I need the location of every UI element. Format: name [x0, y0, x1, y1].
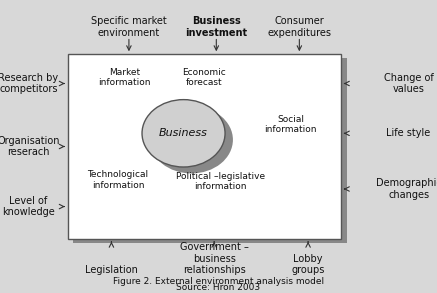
Text: Specific market
environment: Specific market environment	[91, 16, 167, 38]
Ellipse shape	[150, 106, 233, 173]
Text: Economic
forecast: Economic forecast	[182, 68, 226, 87]
Text: Source: Hron 2003: Source: Hron 2003	[177, 282, 260, 292]
Text: Change of
values: Change of values	[384, 73, 434, 94]
Text: Demographic
changes: Demographic changes	[376, 178, 437, 200]
Text: Figure 2. External environment analysis model: Figure 2. External environment analysis …	[113, 277, 324, 286]
Text: Legislation: Legislation	[85, 265, 138, 275]
Bar	[73, 58, 347, 243]
Bar	[68, 54, 341, 239]
Text: Political –legislative
information: Political –legislative information	[176, 172, 265, 191]
Text: Social
information: Social information	[264, 115, 317, 134]
Text: Government –
business
relationships: Government – business relationships	[180, 242, 249, 275]
Text: Consumer
expenditures: Consumer expenditures	[267, 16, 331, 38]
Text: Market
information: Market information	[98, 68, 151, 87]
Text: Research by
competitors: Research by competitors	[0, 73, 59, 94]
Text: Technological
information: Technological information	[87, 171, 149, 190]
Text: Life style: Life style	[386, 128, 431, 138]
Text: Business: Business	[159, 128, 208, 138]
Ellipse shape	[142, 100, 225, 167]
Text: Business
investment: Business investment	[185, 16, 247, 38]
Text: Lobby
groups: Lobby groups	[291, 254, 325, 275]
Text: Level of
knowledge: Level of knowledge	[2, 196, 55, 217]
Text: Organisation
reserach: Organisation reserach	[0, 136, 60, 157]
